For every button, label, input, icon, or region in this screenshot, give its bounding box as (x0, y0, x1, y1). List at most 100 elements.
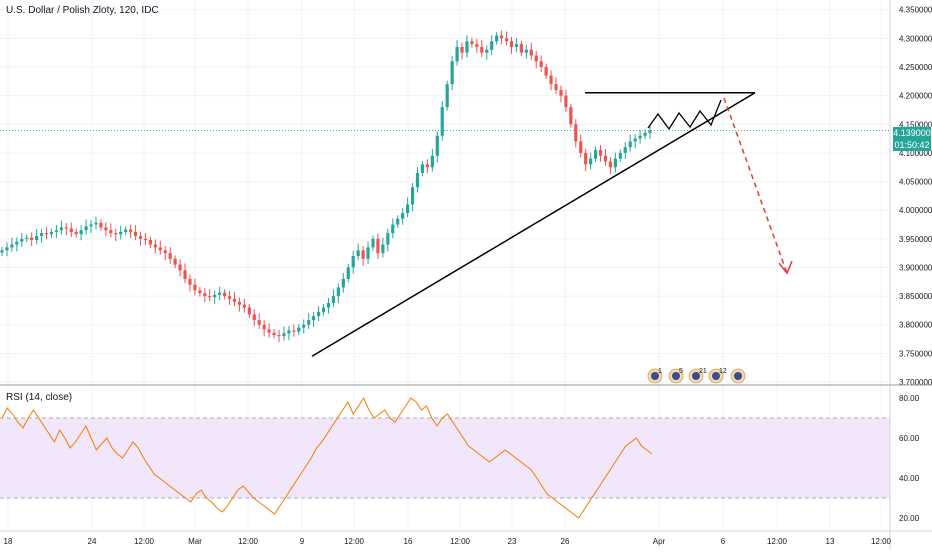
candle-body (69, 228, 73, 232)
time-tick-label: 23 (508, 537, 517, 546)
candle-body (490, 41, 494, 50)
candle-body (529, 49, 533, 56)
candle-body (500, 35, 504, 39)
ascending-trendline (311, 92, 756, 357)
time-tick-label: 12:00 (238, 537, 259, 546)
candle-body (49, 231, 54, 235)
candle-body (460, 46, 464, 53)
price-tick-label: 4.150000 (899, 120, 932, 129)
time-tick-label: 16 (404, 537, 413, 546)
candle-body (89, 224, 93, 227)
candle-body (420, 164, 425, 173)
candle-body (326, 302, 331, 308)
candle-body (351, 256, 355, 268)
candle-body (287, 330, 291, 334)
candle-body (158, 247, 162, 251)
candle-body (173, 258, 177, 265)
candle-body (188, 278, 192, 285)
zigzag-path (647, 99, 722, 131)
candle-body (54, 230, 59, 232)
event-count-label: 1 (658, 368, 662, 375)
candle-body (168, 253, 172, 259)
candle-body (30, 237, 34, 240)
candle-body (178, 264, 182, 271)
event-count-label: 21 (699, 368, 707, 375)
candle-body (64, 227, 68, 229)
event-markers[interactable]: 1 5 21 12 (647, 368, 746, 384)
candle-body (376, 238, 380, 254)
candle-body (564, 95, 568, 108)
candle-body (307, 320, 311, 325)
time-tick-label: 6 (721, 537, 726, 546)
candle-body (232, 298, 237, 302)
rsi-tick-label: 80.00 (899, 394, 920, 403)
time-tick-label: Apr (653, 537, 666, 546)
price-tick-label: 4.200000 (899, 92, 932, 101)
candle-body (133, 231, 138, 236)
candle-body (391, 224, 395, 234)
candle-body (440, 107, 444, 136)
event-marker-icon[interactable]: 12 (708, 368, 727, 384)
price-tick-label: 3.850000 (899, 292, 932, 301)
time-tick-label: 12:00 (767, 537, 788, 546)
rsi-tick-label: 60.00 (899, 434, 920, 443)
candle-body (361, 250, 365, 259)
rsi-line (1, 396, 653, 519)
candle-body (406, 204, 410, 214)
candle-body (94, 222, 98, 225)
candle-body (559, 89, 563, 96)
candle-body (544, 67, 548, 76)
price-tick-label: 4.100000 (899, 149, 932, 158)
event-marker-icon[interactable] (730, 368, 746, 384)
candle-body (302, 324, 306, 328)
candle-body (143, 238, 148, 240)
candle-body (628, 141, 632, 148)
candle-body (198, 290, 202, 294)
candle-body (138, 235, 143, 239)
event-marker-icon[interactable]: 21 (688, 368, 707, 384)
price-tick-label: 4.350000 (899, 6, 932, 15)
candle-body (495, 35, 499, 42)
time-tick-label: 12:00 (134, 537, 155, 546)
candle-body (15, 241, 19, 245)
rsi-title: RSI (14, close) (6, 392, 73, 403)
candle-body (598, 150, 603, 156)
event-marker-icon[interactable]: 1 (647, 368, 663, 384)
time-tick-label: 13 (826, 537, 835, 546)
candle-body (643, 132, 647, 136)
candle-body (59, 227, 63, 231)
candle-body (396, 218, 400, 225)
candle-body (435, 135, 439, 156)
candle-body (366, 247, 370, 259)
time-tick-label: 12:00 (450, 537, 471, 546)
event-count-label: 5 (679, 368, 683, 375)
candle-body (593, 150, 598, 159)
candle-body (267, 329, 271, 333)
candle-body (336, 287, 340, 297)
candle-body (623, 147, 627, 153)
candle-body (262, 324, 266, 330)
candle-body (84, 226, 88, 231)
candle-body (608, 161, 613, 168)
flag-icon (651, 372, 659, 380)
price-tick-label: 4.050000 (899, 178, 932, 187)
event-marker-icon[interactable]: 5 (668, 368, 684, 384)
candle-body (465, 41, 469, 53)
candle-body (569, 107, 573, 125)
candle-body (114, 233, 118, 235)
candle-body (445, 84, 449, 108)
candle-body (5, 247, 9, 251)
candle-body (213, 294, 217, 298)
flag-icon (672, 372, 680, 380)
time-tick-label: 9 (300, 537, 305, 546)
rsi-band (0, 417, 890, 499)
rsi-tick-label: 20.00 (899, 514, 920, 523)
time-tick-label: 24 (88, 537, 97, 546)
candle-body (321, 307, 326, 313)
candle-body (109, 230, 113, 234)
candle-body (247, 307, 251, 315)
candle-body (153, 244, 157, 248)
